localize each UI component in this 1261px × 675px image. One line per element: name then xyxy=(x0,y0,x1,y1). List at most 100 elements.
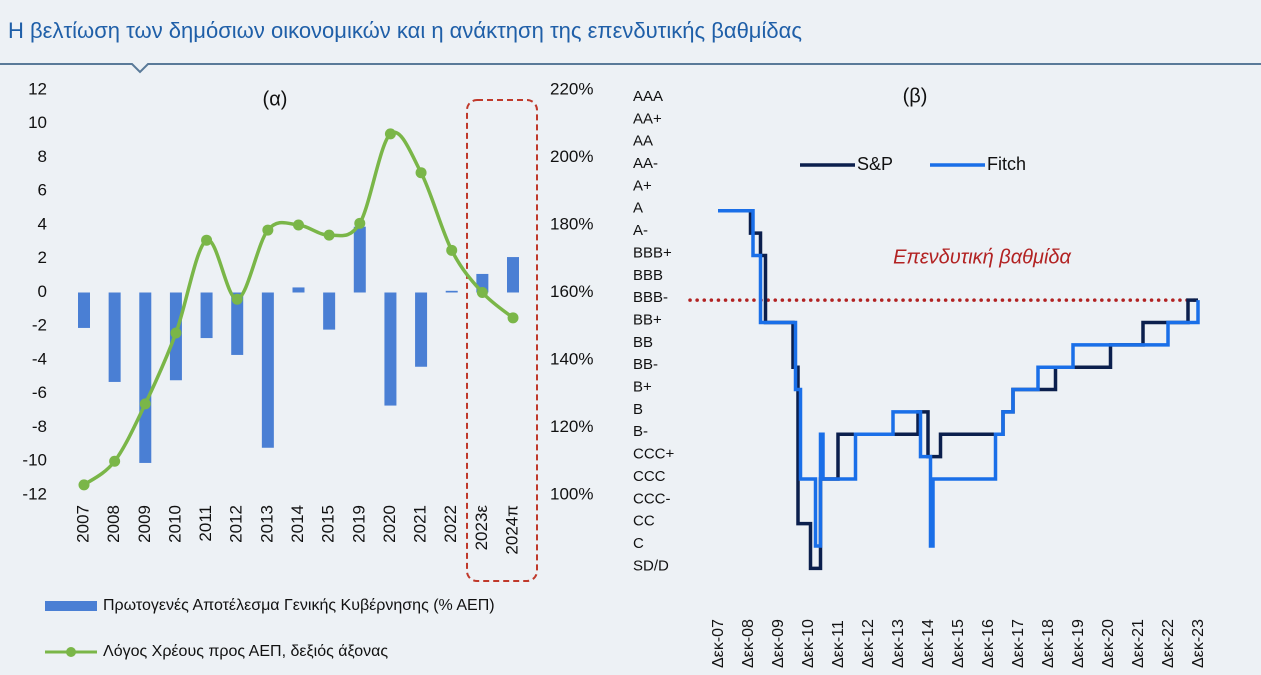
y-tick-label: CCC xyxy=(633,468,666,485)
x-tick-label: 2012 xyxy=(227,505,246,543)
y-tick-label: 12 xyxy=(28,79,47,98)
y-tick-label: BBB xyxy=(633,267,663,284)
marker xyxy=(323,229,335,241)
annotation: Επενδυτική βαθμίδα xyxy=(893,246,1071,268)
y-tick-label: AA- xyxy=(633,155,658,172)
x-tick-label: 2008 xyxy=(104,505,123,543)
x-tick-label: Δεκ-20 xyxy=(1100,619,1117,668)
bar xyxy=(384,292,397,406)
y-tick-label: -10 xyxy=(22,451,47,470)
x-tick-label: 2021 xyxy=(411,505,430,543)
y2-tick-label: 220% xyxy=(550,79,593,98)
x-tick-label: 2020 xyxy=(380,505,399,543)
marker xyxy=(262,224,274,236)
y-tick-label: -6 xyxy=(32,383,47,402)
x-tick-label: Δεκ-13 xyxy=(890,619,907,668)
x-tick-label: Δεκ-23 xyxy=(1190,619,1207,668)
y-tick-label: BB xyxy=(633,334,653,351)
y-tick-label: -2 xyxy=(32,316,47,335)
y-tick-label: 2 xyxy=(38,248,47,267)
y-tick-label: B+ xyxy=(633,379,652,396)
marker xyxy=(476,287,488,298)
y-tick-label: 10 xyxy=(28,113,47,132)
x-tick-label: 2015 xyxy=(319,505,338,543)
page-title: Η βελτίωση των δημόσιων οικονομικών και … xyxy=(8,18,802,43)
marker xyxy=(384,128,396,140)
x-tick-label: Δεκ-22 xyxy=(1160,619,1177,668)
x-tick-label: Δεκ-16 xyxy=(980,619,997,668)
bar xyxy=(108,292,121,382)
x-tick-label: 2009 xyxy=(135,505,154,543)
legend-marker xyxy=(66,647,76,657)
y-tick-label: CC xyxy=(633,513,655,530)
y-tick-label: BBB- xyxy=(633,289,668,306)
bar xyxy=(353,226,366,293)
y-tick-label: A xyxy=(633,200,643,217)
y-tick-label: A- xyxy=(633,222,648,239)
x-tick-label: Δεκ-19 xyxy=(1070,619,1087,668)
marker xyxy=(415,167,427,179)
y-tick-label: B xyxy=(633,401,643,418)
y-tick-label: AAA xyxy=(633,88,663,105)
x-tick-label: Δεκ-07 xyxy=(710,619,727,668)
marker xyxy=(507,312,519,324)
y2-tick-label: 120% xyxy=(550,417,593,436)
legend-label: Πρωτογενές Αποτέλεσμα Γενικής Κυβέρνησης… xyxy=(103,597,495,614)
bar xyxy=(139,292,152,463)
x-tick-label: 2013 xyxy=(257,505,276,543)
x-tick-label: Δεκ-09 xyxy=(770,619,787,668)
x-tick-label: Δεκ-21 xyxy=(1130,619,1147,668)
forecast-box xyxy=(466,99,538,582)
bar xyxy=(200,292,213,339)
bar xyxy=(261,292,274,448)
chart-title: (β) xyxy=(903,85,928,107)
y-tick-label: 0 xyxy=(38,282,47,301)
bar xyxy=(507,257,519,293)
y-tick-label: AA+ xyxy=(633,110,662,127)
y-tick-label: 6 xyxy=(38,181,47,200)
y2-tick-label: 200% xyxy=(550,147,593,166)
step-line xyxy=(718,209,1198,571)
y-tick-label: CCC- xyxy=(633,490,671,507)
y-tick-label: -8 xyxy=(32,417,47,436)
bar xyxy=(78,292,90,328)
y-tick-label: BBB+ xyxy=(633,244,672,261)
marker xyxy=(109,455,121,467)
y-tick-label: A+ xyxy=(633,177,652,194)
separator xyxy=(0,63,1261,74)
x-tick-label: 2007 xyxy=(73,505,92,543)
y2-tick-label: 160% xyxy=(550,282,593,301)
legend-label: Λόγος Χρέους προς ΑΕΠ, δεξιός άξονας xyxy=(103,643,388,660)
x-tick-label: 2014 xyxy=(288,505,307,543)
y-tick-label: 8 xyxy=(38,147,47,166)
bar xyxy=(231,292,244,355)
step-line xyxy=(718,209,1200,548)
x-tick-label: 2022 xyxy=(441,505,460,543)
y-tick-label: 4 xyxy=(38,214,47,233)
y-tick-label: AA xyxy=(633,133,653,150)
marker xyxy=(354,217,366,229)
x-tick-label: 2019 xyxy=(349,505,368,543)
marker xyxy=(231,293,243,305)
marker xyxy=(170,327,182,339)
x-tick-label: Δεκ-17 xyxy=(1010,619,1027,668)
x-tick-label: Δεκ-11 xyxy=(830,620,847,668)
marker xyxy=(446,244,458,256)
marker xyxy=(139,398,151,410)
x-tick-label: 2011 xyxy=(196,505,215,542)
legend-label: Fitch xyxy=(987,154,1026,174)
marker xyxy=(78,479,90,491)
marker xyxy=(201,234,213,246)
x-tick-label: 2024π xyxy=(502,505,521,555)
x-tick-label: Δεκ-10 xyxy=(800,619,817,668)
legend-label: S&P xyxy=(857,154,893,174)
y2-tick-label: 100% xyxy=(550,484,593,503)
x-tick-label: 2023ε xyxy=(472,505,491,551)
y-tick-label: -4 xyxy=(32,349,47,368)
y-tick-label: C xyxy=(633,535,644,552)
x-tick-label: 2010 xyxy=(165,505,184,543)
y-tick-label: B- xyxy=(633,423,648,440)
marker xyxy=(293,219,304,231)
bar xyxy=(445,290,458,293)
